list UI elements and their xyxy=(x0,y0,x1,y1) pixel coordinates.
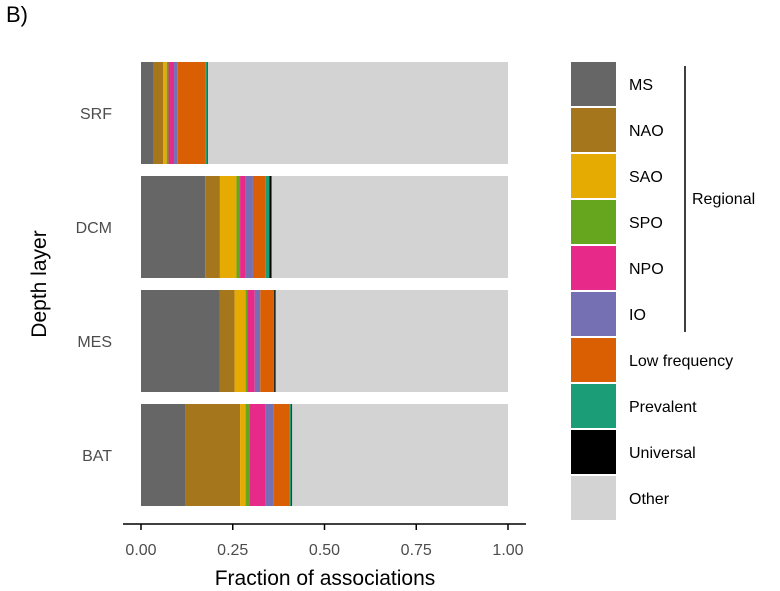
y-tick-label: DCM xyxy=(76,220,112,237)
bar-segment xyxy=(273,290,274,392)
bar-segment xyxy=(185,404,240,506)
bar-segment xyxy=(141,404,185,506)
y-tick-label: BAT xyxy=(82,448,112,465)
bar-segment xyxy=(290,404,292,506)
bar-segment xyxy=(220,176,237,278)
bar-segment xyxy=(246,404,250,506)
bar-segment xyxy=(236,176,240,278)
bar-segment xyxy=(240,404,246,506)
bar-segment xyxy=(247,290,254,392)
bar-segment xyxy=(255,290,261,392)
legend-key xyxy=(571,200,616,244)
legend-label: Prevalent xyxy=(629,399,697,416)
y-tick-label: MES xyxy=(77,334,112,351)
bar-segment xyxy=(208,62,508,164)
bar-segment xyxy=(253,176,266,278)
bar-segment xyxy=(174,62,178,164)
legend-key xyxy=(571,62,616,106)
bar-segment xyxy=(205,62,207,164)
legend-key xyxy=(571,292,616,336)
legend-label: SAO xyxy=(629,169,663,186)
bar-segment xyxy=(169,62,175,164)
x-tick-label: 0.00 xyxy=(125,542,156,559)
bar-segment xyxy=(246,176,253,278)
bar-segment xyxy=(220,290,235,392)
bar-segment xyxy=(269,176,271,278)
x-axis-title: Fraction of associations xyxy=(215,567,436,590)
x-tick-label: 0.75 xyxy=(401,542,432,559)
legend-key xyxy=(571,384,616,428)
bar-segment xyxy=(276,290,508,392)
bar-segment xyxy=(141,62,154,164)
bar-segment xyxy=(141,176,205,278)
bar-segment xyxy=(178,62,206,164)
legend-key xyxy=(571,476,616,520)
legend: MS NAO SAO SPO NPO IO Low frequency Prevalent Un… xyxy=(571,62,755,520)
bar-segment xyxy=(141,290,220,392)
bar-segment xyxy=(246,290,248,392)
x-tick-label: 0.25 xyxy=(217,542,248,559)
bar-segment xyxy=(266,404,273,506)
y-tick-label: SRF xyxy=(80,106,112,123)
bar-segment xyxy=(207,62,208,164)
x-tick-label: 1.00 xyxy=(492,542,523,559)
bar-segment xyxy=(163,62,167,164)
bar-segment xyxy=(266,176,270,278)
bar-segment xyxy=(260,290,273,392)
legend-label: Low frequency xyxy=(629,353,733,370)
bar-segment xyxy=(154,62,163,164)
legend-label: NAO xyxy=(629,123,664,140)
legend-key xyxy=(571,246,616,290)
bar-segment xyxy=(249,404,266,506)
y-axis-title: Depth layer xyxy=(28,230,51,337)
legend-key xyxy=(571,430,616,474)
y-tick-labels: SRF DCM MES BAT xyxy=(76,106,113,465)
legend-label: Other xyxy=(629,491,670,508)
x-tick-label: 0.50 xyxy=(309,542,340,559)
bar-segment xyxy=(274,290,275,392)
legend-key xyxy=(571,338,616,382)
bar-segment xyxy=(235,290,246,392)
bar-segment xyxy=(167,62,169,164)
legend-key xyxy=(571,108,616,152)
legend-key xyxy=(571,154,616,198)
legend-label: Universal xyxy=(629,445,696,462)
bar-segment xyxy=(240,176,246,278)
bar-segment xyxy=(205,176,220,278)
bar-segment xyxy=(291,404,292,506)
x-ticks: 0.00 0.25 0.50 0.75 1.00 xyxy=(125,524,523,559)
panel-label: B) xyxy=(6,2,28,27)
legend-group-label: Regional xyxy=(692,191,755,208)
bar-segment xyxy=(292,404,508,506)
legend-label: IO xyxy=(629,307,646,324)
legend-label: NPO xyxy=(629,261,664,278)
bar-segment xyxy=(273,404,290,506)
legend-label: MS xyxy=(629,77,653,94)
bars-group xyxy=(141,62,508,506)
bar-segment xyxy=(272,176,508,278)
legend-label: SPO xyxy=(629,215,663,232)
